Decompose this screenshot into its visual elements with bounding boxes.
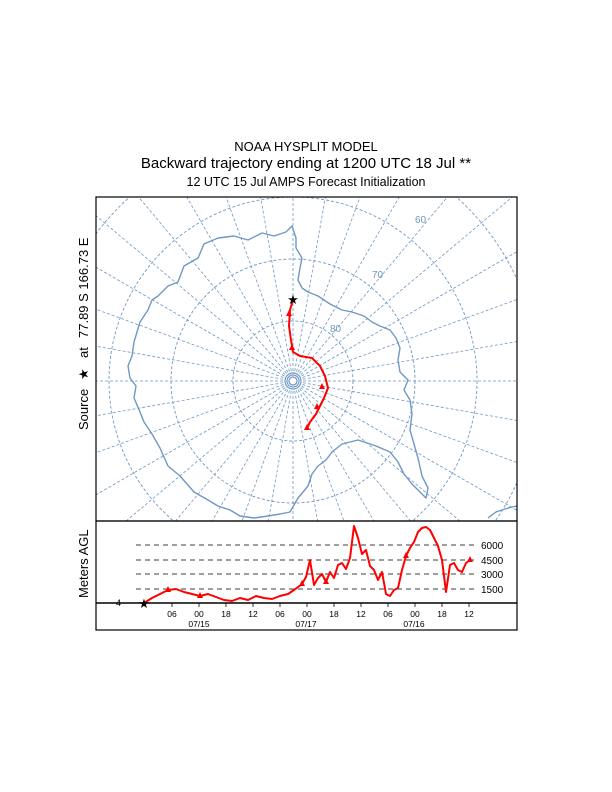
meridian-line [138, 197, 287, 374]
meridian-line [302, 382, 517, 421]
trajectory-map-markers [286, 310, 325, 430]
latitude-circle [170, 258, 416, 504]
time-axis-ticks: 06 00 18 12 06 00 18 12 06 00 18 12 [167, 603, 474, 619]
meridian-line [96, 385, 285, 496]
source-at-label: at [76, 347, 91, 358]
time-tick-label: 18 [437, 609, 447, 619]
meridian-line [241, 390, 290, 521]
meridian-line [297, 389, 375, 521]
latitude-circles [96, 197, 517, 521]
source-label: Source [76, 389, 91, 430]
profile-marker [197, 592, 203, 598]
lat-label-80: 80 [330, 324, 342, 335]
profile-marker [467, 556, 473, 562]
level-label-6000: 6000 [481, 541, 504, 552]
latitude-circle [286, 374, 300, 388]
meridian-line [125, 387, 286, 521]
lat-label-70: 70 [372, 270, 384, 281]
meridian-line [299, 388, 411, 521]
map-marker [304, 424, 310, 430]
latitude-circle [108, 197, 478, 521]
meridian-line [267, 390, 292, 521]
profile-marker [323, 578, 329, 584]
source-star-icon: ★ [287, 292, 299, 307]
meridian-line [175, 388, 287, 521]
time-tick-label: 06 [275, 609, 285, 619]
peninsula-coast [487, 505, 517, 519]
meridian-line [96, 384, 284, 454]
level-label-1500: 1500 [481, 585, 504, 596]
meridian-line [186, 197, 289, 373]
model-title: NOAA HYSPLIT MODEL [234, 139, 378, 154]
meridian-line [297, 197, 400, 373]
map-marker [314, 403, 320, 409]
profile-marker [165, 586, 171, 592]
time-tick-label: 12 [356, 609, 366, 619]
meridian-line [296, 197, 361, 372]
map-marker [319, 383, 325, 389]
meridian-line [299, 197, 448, 374]
level-lines [136, 544, 474, 590]
date-label-0716: 07/16 [403, 619, 425, 629]
latitude-circle [288, 376, 298, 386]
time-tick-label: 06 [383, 609, 393, 619]
profile-frame [95, 520, 518, 631]
meridian-line [225, 197, 290, 372]
height-trace-markers [165, 552, 473, 598]
trajectory-map-path [288, 299, 329, 429]
time-tick-label: 00 [194, 609, 204, 619]
height-profile-panel: 6000 4500 3000 1500 Meters AGL 4 ★ 06 00 1… [76, 520, 518, 631]
time-tick-label: 18 [329, 609, 339, 619]
map-marker [286, 310, 292, 316]
meridian-line [302, 384, 517, 463]
meridian-line [96, 266, 285, 377]
source-axis-label: Source ★ at 77.89 S 166.73 E [76, 237, 91, 430]
meridian-line [294, 390, 319, 521]
profile-marker [299, 580, 305, 586]
latitude-circle [232, 320, 354, 442]
date-label-0715: 07/15 [188, 619, 210, 629]
time-tick-label: 00 [410, 609, 420, 619]
map-marker [289, 344, 295, 350]
meridian-line [302, 341, 517, 380]
initialization-line: 12 UTC 15 Jul AMPS Forecast Initializati… [186, 175, 426, 189]
start-level-label: 4 [116, 598, 121, 608]
level-label-4500: 4500 [481, 556, 504, 567]
meridian-line [96, 215, 286, 375]
profile-ylabel-group: Meters AGL [76, 529, 91, 598]
trajectory-subtitle: Backward trajectory ending at 1200 UTC 1… [140, 155, 472, 172]
antarctica-coastline [127, 225, 429, 519]
time-tick-label: 00 [302, 609, 312, 619]
meridian-line [260, 197, 292, 372]
time-tick-label: 12 [248, 609, 258, 619]
latitude-circle [284, 372, 302, 390]
height-trace [143, 525, 471, 604]
lat-label-60: 60 [415, 215, 427, 226]
time-tick-label: 06 [167, 609, 177, 619]
meridian-line [302, 299, 517, 378]
source-coordinates: 77.89 S 166.73 E [76, 237, 91, 338]
meridian-line [300, 387, 461, 521]
meridian-line [96, 308, 284, 378]
date-label-0717: 07/17 [295, 619, 317, 629]
meridian-line [294, 197, 326, 372]
profile-source-star-icon: ★ [138, 596, 150, 611]
meridian-line [300, 197, 513, 375]
source-star-glyph-icon: ★ [76, 368, 91, 380]
level-label-3000: 3000 [481, 570, 504, 581]
time-tick-label: 18 [221, 609, 231, 619]
profile-marker [403, 552, 409, 558]
meridian-line [211, 389, 289, 521]
profile-ylabel: Meters AGL [76, 529, 91, 598]
time-tick-label: 12 [464, 609, 474, 619]
meridian-line [301, 251, 517, 377]
meridian-line [301, 385, 517, 511]
